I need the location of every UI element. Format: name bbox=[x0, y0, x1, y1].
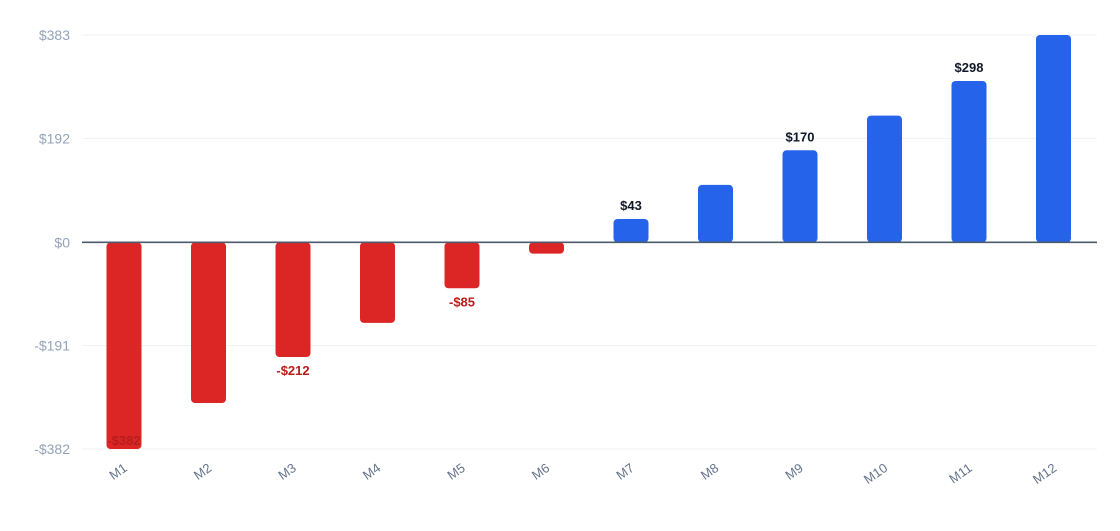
x-tick-label: M9 bbox=[782, 460, 805, 483]
data-label-m3: -$212 bbox=[276, 363, 309, 378]
x-tick-label: M11 bbox=[946, 460, 975, 486]
x-tick-label: M1 bbox=[106, 460, 129, 483]
bar-m3 bbox=[275, 242, 311, 357]
x-tick-label: M6 bbox=[529, 460, 552, 483]
data-labels: -$382 -$212 -$85 $43 $170 $298 bbox=[107, 60, 983, 448]
x-axis-ticks: M1 M2 M3 M4 M5 M6 M7 M8 M9 M10 M11 M12 bbox=[106, 460, 1059, 487]
bar-m9 bbox=[782, 150, 818, 243]
data-label-m5: -$85 bbox=[449, 294, 475, 309]
x-tick-label: M3 bbox=[275, 460, 298, 483]
data-label-m7: $43 bbox=[620, 198, 642, 213]
y-axis-ticks: $383 $192 $0 -$191 -$382 bbox=[34, 27, 70, 457]
data-label-m9: $170 bbox=[786, 129, 815, 144]
bar-m8 bbox=[698, 184, 733, 243]
bar-m7 bbox=[613, 219, 649, 243]
x-tick-label: M4 bbox=[360, 460, 383, 483]
x-tick-label: M7 bbox=[613, 460, 636, 483]
bars bbox=[106, 35, 1071, 449]
bar-m2 bbox=[191, 242, 226, 403]
y-tick-label: -$191 bbox=[34, 338, 70, 354]
bar-m11 bbox=[951, 81, 987, 243]
x-tick-label: M5 bbox=[444, 460, 467, 483]
data-label-m11: $298 bbox=[955, 60, 984, 75]
bar-m10 bbox=[867, 115, 902, 243]
y-tick-label: $192 bbox=[39, 130, 70, 146]
x-tick-label: M2 bbox=[191, 460, 214, 483]
x-tick-label: M10 bbox=[861, 460, 890, 487]
y-tick-label: -$382 bbox=[34, 441, 70, 457]
x-tick-label: M8 bbox=[698, 460, 721, 483]
data-label-m1: -$382 bbox=[107, 433, 140, 448]
bar-m12 bbox=[1036, 35, 1071, 243]
bar-m1 bbox=[106, 242, 142, 449]
x-tick-label: M12 bbox=[1030, 460, 1059, 487]
bar-m4 bbox=[360, 242, 395, 323]
bar-m6 bbox=[529, 242, 564, 254]
y-tick-label: $0 bbox=[54, 234, 70, 250]
bar-m5 bbox=[444, 242, 480, 289]
grid-lines bbox=[82, 34, 1097, 450]
y-tick-label: $383 bbox=[39, 27, 70, 43]
